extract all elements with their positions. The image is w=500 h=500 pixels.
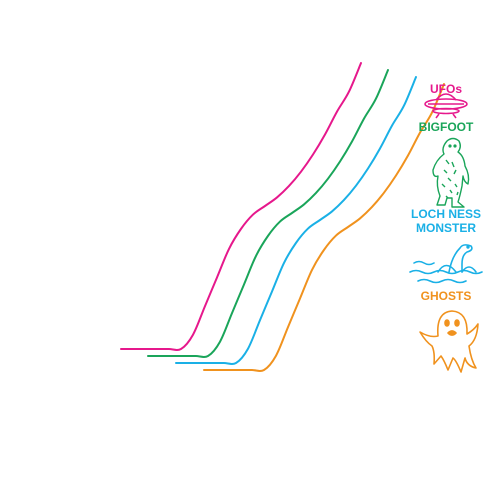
bigfoot-icon [432,137,470,208]
series-line-bigfoot [147,69,389,359]
series-line-ufos [120,62,362,352]
series-line-loch-ness-monster [175,76,417,366]
loch-ness-monster-icon [409,244,483,284]
series-line-ghosts [203,83,445,373]
legend-label-loch-ness-line2: MONSTER [416,221,476,235]
series-layer [120,62,445,373]
legend-label-bigfoot: BIGFOOT [418,120,474,134]
legend-label-ufos: UFOs [429,82,462,96]
ghost-icon [419,310,479,373]
legend-label-loch-ness-line1: LOCH NESS [410,207,481,221]
legend-label-ghosts: GHOSTS [420,289,472,303]
ufo-icon [424,93,468,119]
